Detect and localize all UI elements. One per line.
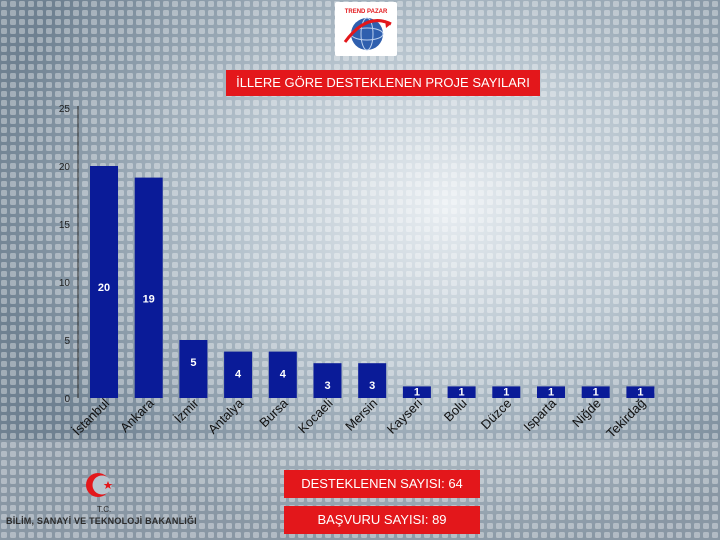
category-label: Bolu [441, 396, 470, 425]
bar [224, 351, 253, 398]
logo-text: TREND PAZAR [345, 9, 388, 15]
bar [447, 386, 476, 398]
data-label: 1 [548, 386, 554, 398]
category-label: İzmir [171, 395, 202, 426]
ministry-name: BİLİM, SANAYİ VE TEKNOLOJİ BAKANLIĞI [6, 516, 197, 526]
bar [402, 386, 431, 398]
y-tick-label: 15 [59, 220, 71, 231]
bar [492, 386, 521, 398]
category-label: Isparta [520, 395, 559, 434]
bar [90, 166, 118, 398]
category-label: Bursa [256, 395, 291, 430]
data-label: 5 [190, 357, 196, 369]
y-tick-label: 5 [64, 336, 70, 347]
bar [134, 177, 163, 398]
bar [268, 351, 297, 398]
category-label: Ankara [117, 395, 157, 435]
data-label: 1 [414, 386, 420, 398]
bar [537, 386, 565, 398]
y-tick-label: 10 [59, 278, 71, 289]
chart-title: İLLERE GÖRE DESTEKLENEN PROJE SAYILARI [226, 70, 540, 96]
data-label: 4 [280, 369, 287, 381]
y-tick-label: 25 [59, 104, 71, 115]
logo: TREND PAZAR [335, 2, 397, 56]
category-label: Kocaeli [295, 395, 336, 436]
data-label: 3 [369, 380, 375, 392]
globe-logo-icon [343, 17, 392, 51]
bar [581, 386, 610, 398]
data-label: 19 [143, 294, 155, 306]
category-label: Mersin [342, 396, 380, 434]
data-label: 3 [324, 380, 330, 392]
data-label: 20 [98, 282, 110, 294]
category-label: Düzce [478, 396, 515, 433]
data-label: 1 [593, 386, 599, 398]
data-label: 4 [235, 369, 242, 381]
y-tick-label: 20 [59, 162, 71, 173]
crescent-star-icon [86, 473, 113, 497]
category-label: Tekirdağ [603, 396, 648, 441]
bar [626, 386, 655, 398]
data-label: 1 [459, 386, 465, 398]
category-label: Antalya [205, 395, 247, 437]
supported-count-box: DESTEKLENEN SAYISI: 64 [284, 470, 480, 498]
data-label: 1 [637, 386, 643, 398]
y-tick-label: 0 [64, 394, 70, 405]
tc-label: T.C. [97, 505, 112, 514]
bar [313, 363, 342, 398]
bar [358, 363, 387, 398]
category-label: İstanbul [69, 395, 112, 438]
bar [179, 340, 208, 398]
ministry-emblem [86, 473, 113, 497]
category-label: Kayseri [384, 395, 425, 436]
application-count-box: BAŞVURU SAYISI: 89 [284, 506, 480, 534]
data-label: 1 [503, 386, 509, 398]
category-label: Niğde [569, 396, 604, 431]
